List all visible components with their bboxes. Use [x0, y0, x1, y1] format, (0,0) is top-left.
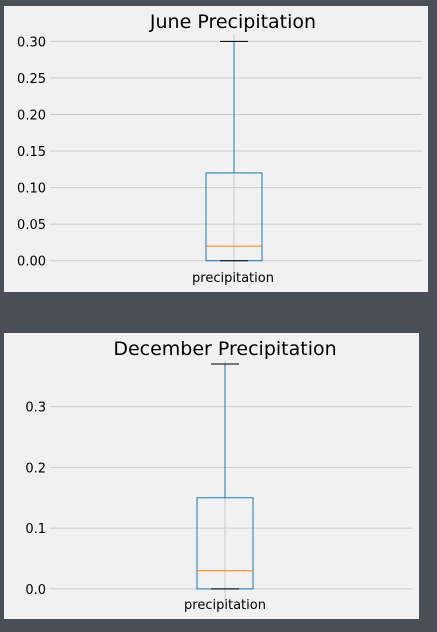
- y-tick-label: 0.2: [25, 461, 46, 476]
- x-category-label: precipitation: [192, 271, 274, 286]
- y-tick-label: 0.0: [25, 583, 46, 598]
- y-tick-label: 0.20: [17, 108, 46, 123]
- december-chart-panel: December Precipitation 0.0 0.1 0.2 0.3 prec…: [4, 333, 419, 619]
- y-tick-label: 0.15: [17, 145, 46, 160]
- chart-title: June Precipitation: [149, 11, 316, 33]
- june-chart-panel: June Precipitation 0.00 0.05 0.10 0.15 0.20 0…: [4, 6, 428, 292]
- chart-title: December Precipitation: [113, 338, 336, 360]
- december-boxplot: December Precipitation 0.0 0.1 0.2 0.3 prec…: [25, 338, 412, 613]
- y-tick-label: 0.05: [17, 218, 46, 233]
- y-tick-label: 0.30: [17, 35, 46, 50]
- y-tick-label: 0.10: [17, 182, 46, 197]
- y-tick-label: 0.00: [17, 255, 46, 270]
- y-tick-label: 0.1: [25, 522, 46, 537]
- y-tick-label: 0.3: [25, 401, 46, 416]
- june-boxplot: June Precipitation 0.00 0.05 0.10 0.15 0.20 0…: [17, 11, 422, 286]
- x-category-label: precipitation: [184, 598, 266, 613]
- y-tick-label: 0.25: [17, 72, 46, 87]
